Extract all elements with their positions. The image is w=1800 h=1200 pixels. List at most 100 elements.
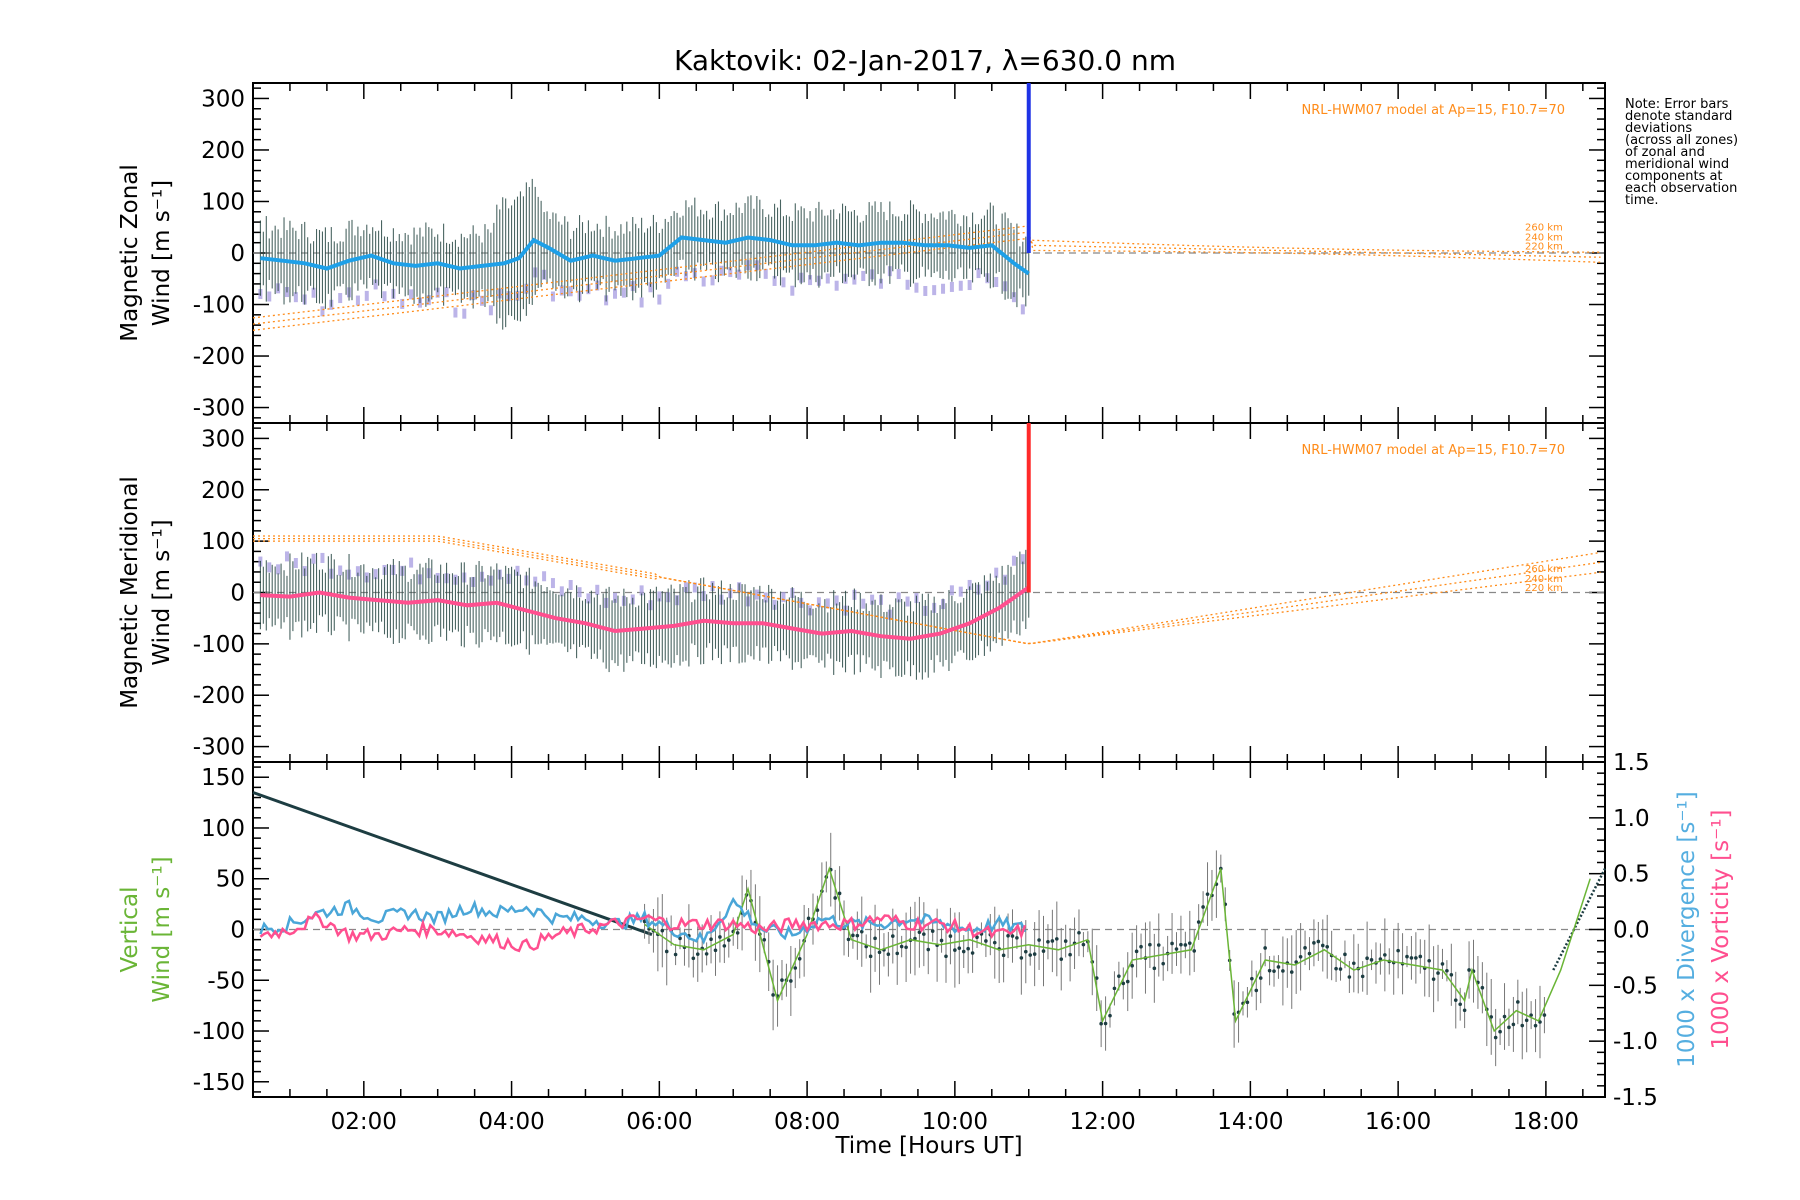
data-point: [1152, 966, 1157, 971]
data-point: [1037, 938, 1041, 942]
y-axis-label: Magnetic Meridional Wind [m s⁻¹]: [117, 476, 175, 709]
scatter-point: [905, 279, 910, 290]
data-point: [1112, 986, 1117, 991]
data-point: [833, 896, 837, 900]
data-point: [859, 929, 864, 934]
scatter-point: [577, 587, 582, 598]
x-tick-label: 12:00: [1069, 1109, 1135, 1135]
note-line: deviations: [1625, 121, 1692, 136]
data-point: [1148, 942, 1152, 947]
x-tick-label: 02:00: [331, 1109, 397, 1135]
data-point: [1032, 952, 1037, 956]
data-point: [1134, 949, 1139, 954]
data-point: [1462, 1008, 1467, 1013]
data-point: [1006, 934, 1010, 938]
scatter-point: [958, 280, 963, 291]
data-point: [904, 945, 908, 950]
trend-line: [252, 791, 653, 936]
scatter-point: [453, 307, 458, 318]
data-point: [1405, 954, 1409, 959]
data-point: [855, 933, 860, 938]
scatter-point: [320, 552, 325, 563]
scatter-point: [781, 592, 786, 603]
note-line: each observation: [1625, 181, 1737, 196]
data-point: [1489, 1015, 1494, 1019]
data-point: [691, 956, 696, 961]
model-curve: [252, 225, 1601, 319]
scatter-point: [462, 308, 467, 319]
scatter-point: [373, 279, 378, 290]
scatter-point: [692, 582, 697, 593]
scatter-point: [293, 558, 298, 569]
model-curve: [252, 237, 1601, 331]
y-axis-label-line1: Magnetic Meridional: [117, 476, 143, 709]
note-box: Note: Error bars denote standard deviati…: [1625, 97, 1738, 208]
data-point: [1303, 946, 1307, 950]
note-line: components at: [1625, 169, 1723, 184]
vertical-wind-panel: 150 100 50 0 -50 -100 -150 Vertical Wind [m s⁻¹]…: [117, 750, 1734, 1159]
data-point: [1201, 905, 1205, 909]
model-note: NRL-HWM07 model at Ap=15, F10.7=70: [1302, 103, 1566, 118]
scatter-point: [311, 553, 316, 564]
data-point: [886, 952, 891, 957]
scatter-point: [728, 267, 733, 278]
y-tick-label: 300: [201, 86, 245, 112]
scatter-point: [1011, 292, 1016, 303]
scatter-point: [701, 276, 706, 287]
data-point: [1431, 977, 1436, 981]
scatter-point: [657, 294, 662, 305]
vertical-wind-line: [644, 866, 1591, 1033]
y-tick-label: -100: [193, 1019, 245, 1045]
y2-tick-label: -1.0: [1613, 1029, 1658, 1055]
data-point: [660, 928, 665, 933]
y-tick-label: 100: [201, 189, 245, 215]
data-point: [1378, 957, 1383, 961]
data-point: [970, 951, 975, 955]
data-point: [1320, 943, 1325, 948]
data-point: [1347, 975, 1352, 979]
scatter-point: [621, 287, 626, 298]
scatter-point: [710, 275, 715, 286]
altitude-label: 240 km: [1525, 232, 1563, 243]
data-point: [1015, 936, 1019, 940]
data-point: [673, 952, 678, 957]
data-point: [1281, 969, 1285, 973]
scatter-point: [400, 298, 405, 309]
x-axis-label: Time [Hours UT]: [834, 1133, 1022, 1159]
data-point: [1121, 981, 1126, 986]
data-point: [1068, 952, 1072, 957]
data-point: [789, 979, 793, 983]
data-point: [1267, 968, 1272, 973]
data-point: [1099, 1021, 1103, 1026]
chart-title: Kaktovik: 02-Jan-2017, λ=630.0 nm: [674, 44, 1176, 77]
data-point: [1312, 941, 1316, 945]
y-tick-label: -100: [193, 293, 245, 319]
data-point: [793, 966, 798, 970]
y-axis-label-line1: Magnetic Zonal: [117, 164, 143, 342]
scatter-point: [1011, 555, 1016, 566]
data-point: [890, 934, 895, 938]
data-point: [1365, 956, 1369, 961]
scatter-point: [364, 290, 369, 301]
y-tick-label: 0: [230, 918, 245, 944]
data-point: [1453, 998, 1458, 1002]
data-point: [913, 936, 917, 941]
data-point: [1205, 892, 1210, 896]
scatter-point: [559, 586, 564, 597]
scatter-point: [816, 597, 821, 608]
data-point: [1502, 1014, 1507, 1019]
data-point: [1161, 961, 1165, 966]
scatter-point: [852, 274, 857, 285]
y2-tick-label: 0.5: [1613, 862, 1650, 888]
data-point: [1307, 951, 1312, 956]
y-axis-label-line2: Wind [m s⁻¹]: [149, 519, 175, 665]
scatter-point: [550, 291, 555, 302]
data-point: [1396, 948, 1400, 953]
scatter-point: [754, 589, 759, 600]
scatter-point: [586, 593, 591, 604]
scatter-point: [914, 282, 919, 293]
scatter-point: [763, 268, 768, 279]
data-point: [1081, 942, 1086, 947]
scatter-point: [994, 567, 999, 578]
data-point: [1130, 963, 1134, 968]
